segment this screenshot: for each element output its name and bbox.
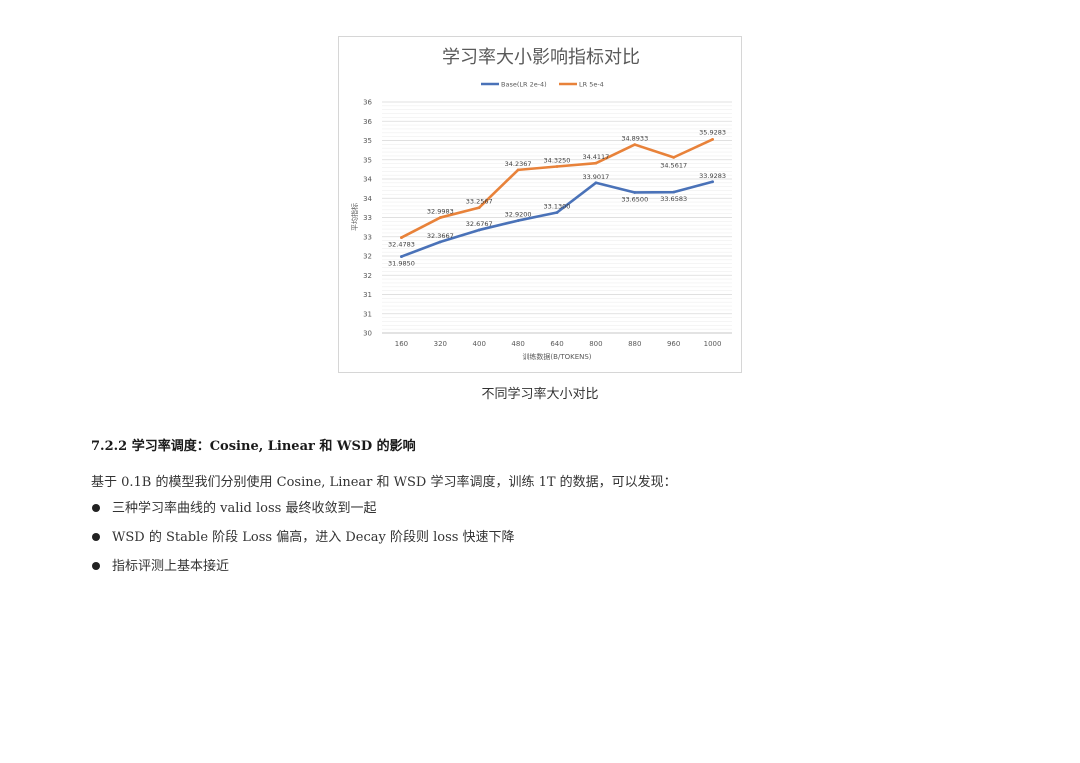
data-point xyxy=(400,255,403,258)
x-tick-label: 960 xyxy=(667,340,680,348)
data-point xyxy=(555,211,559,214)
data-label: 34.2367 xyxy=(505,160,532,168)
bullet-list: 三种学习率曲线的 valid loss 最终收敛到一起 WSD 的 Stable… xyxy=(91,500,515,587)
y-tick-label: 31 xyxy=(363,291,372,299)
data-label: 33.9017 xyxy=(582,173,609,181)
data-label: 33.6500 xyxy=(621,195,648,203)
legend-entry: LR 5e-4 xyxy=(579,81,604,89)
y-tick-label: 33 xyxy=(363,214,372,222)
series-line xyxy=(400,180,714,258)
x-tick-label: 880 xyxy=(628,340,641,348)
bullet-text: WSD 的 Stable 阶段 Loss 偏高，进入 Decay 阶段则 los… xyxy=(112,530,515,545)
section-heading: 7.2.2 学习率调度：Cosine, Linear 和 WSD 的影响 xyxy=(91,439,416,454)
line-chart: 学习率大小影响指标对比 Base(LR 2e-4) LR 5e-4 30 31 31 32 3… xyxy=(338,36,742,373)
bullet-item: WSD 的 Stable 阶段 Loss 偏高，进入 Decay 阶段则 los… xyxy=(91,529,515,558)
data-point xyxy=(594,161,598,165)
data-point xyxy=(477,206,481,210)
data-label: 34.3250 xyxy=(544,156,571,164)
y-tick-label: 35 xyxy=(363,156,372,164)
y-tick-label: 32 xyxy=(363,272,372,280)
x-tick-label: 320 xyxy=(434,340,447,348)
y-tick-label: 33 xyxy=(363,233,372,241)
legend-entry: Base(LR 2e-4) xyxy=(501,81,547,89)
chart-title: 学习率大小影响指标对比 xyxy=(442,47,640,68)
data-point xyxy=(633,191,637,194)
data-label: 35.9283 xyxy=(699,128,726,136)
x-tick-label: 480 xyxy=(511,340,524,348)
y-tick-label: 34 xyxy=(363,176,372,184)
data-point xyxy=(633,143,637,147)
data-label: 32.9983 xyxy=(427,208,454,216)
y-tick-label: 34 xyxy=(363,195,372,203)
data-label: 33.6583 xyxy=(660,195,687,203)
y-tick-label: 36 xyxy=(363,99,372,107)
data-label: 32.9200 xyxy=(505,211,532,219)
data-point xyxy=(516,168,520,172)
bullet-text: 指标评测上基本接近 xyxy=(112,559,230,574)
data-point xyxy=(438,240,442,244)
data-label: 32.3667 xyxy=(427,232,454,240)
data-label: 33.9283 xyxy=(699,172,726,180)
data-point xyxy=(711,138,714,141)
series-line xyxy=(400,138,714,239)
x-tick-label: 1000 xyxy=(704,340,722,348)
y-tick-label: 31 xyxy=(363,310,372,318)
y-tick-label: 35 xyxy=(363,137,372,145)
data-label: 32.6767 xyxy=(466,220,493,228)
data-point xyxy=(672,155,676,159)
body-paragraph: 基于 0.1B 的模型我们分别使用 Cosine, Linear 和 WSD 学… xyxy=(91,475,677,490)
data-point xyxy=(594,181,598,185)
data-point xyxy=(400,236,403,239)
data-label: 34.4117 xyxy=(582,153,609,161)
data-label: 33.2567 xyxy=(466,198,493,206)
data-point xyxy=(438,216,442,219)
data-point xyxy=(711,180,714,184)
x-tick-label: 400 xyxy=(473,340,486,348)
data-point xyxy=(516,219,520,222)
bullet-item: 三种学习率曲线的 valid loss 最终收敛到一起 xyxy=(91,500,515,529)
data-label: 31.9850 xyxy=(388,260,415,268)
y-axis-title: 平均指标 xyxy=(350,203,359,231)
y-tick-label: 32 xyxy=(363,253,372,261)
data-label: 33.1300 xyxy=(544,202,571,210)
bullet-text: 三种学习率曲线的 valid loss 最终收敛到一起 xyxy=(112,501,377,516)
x-tick-label: 800 xyxy=(589,340,602,348)
y-tick-label: 30 xyxy=(363,330,372,338)
figure-caption: 不同学习率大小对比 xyxy=(481,387,599,402)
bullet-dot-icon xyxy=(92,504,100,512)
data-point xyxy=(477,228,481,232)
chart-canvas: 学习率大小影响指标对比 Base(LR 2e-4) LR 5e-4 30 31 31 32 3… xyxy=(350,47,732,361)
data-label: 34.8933 xyxy=(621,135,648,143)
x-axis-title: 训练数据(B/TOKENS) xyxy=(522,352,591,361)
y-tick-label: 36 xyxy=(363,118,372,126)
data-point xyxy=(555,165,559,168)
bullet-item: 指标评测上基本接近 xyxy=(91,558,515,587)
x-tick-label: 160 xyxy=(395,340,408,348)
bullet-dot-icon xyxy=(92,562,100,570)
x-tick-label: 640 xyxy=(550,340,563,348)
data-point xyxy=(672,190,676,194)
bullet-dot-icon xyxy=(92,533,100,541)
data-label: 32.4783 xyxy=(388,241,415,249)
data-label: 34.5617 xyxy=(660,161,687,169)
